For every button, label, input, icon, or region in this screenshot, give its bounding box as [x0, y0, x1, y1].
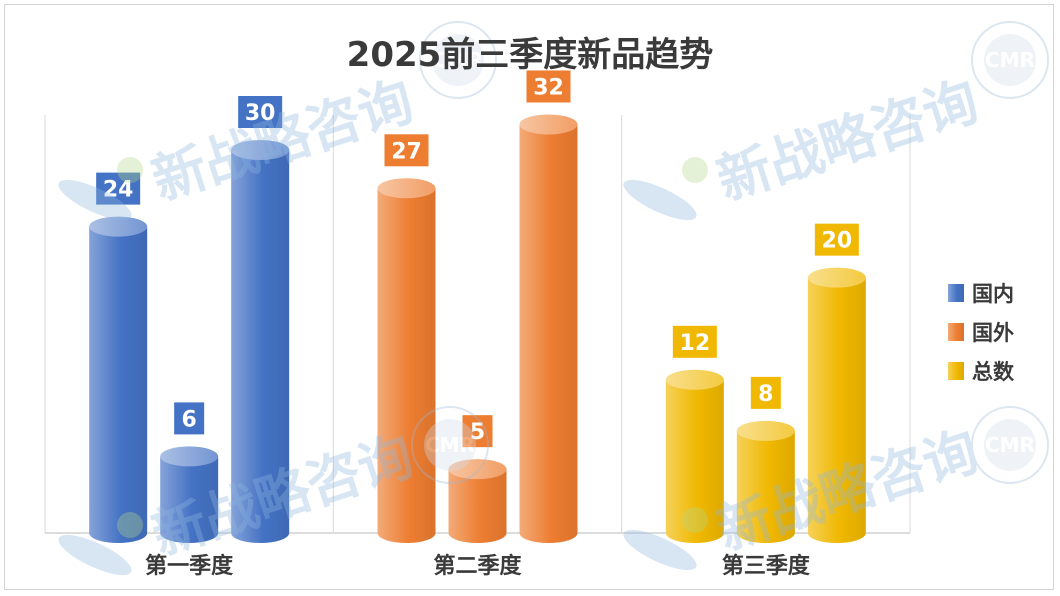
x-tick-label: 第三季度	[722, 553, 811, 579]
svg-text:30: 30	[245, 101, 276, 126]
data-labels-layer: 24 6 30 27 5 32 12 8 20	[96, 70, 859, 448]
bar-总数-1	[665, 369, 724, 543]
bar-国内-3	[231, 140, 290, 543]
legend-item: 国外	[948, 321, 1014, 345]
svg-text:CMR: CMR	[425, 433, 475, 457]
x-tick-label: 第一季度	[145, 553, 234, 579]
bars-layer	[89, 114, 866, 544]
bar-国外-2	[448, 459, 507, 543]
bar-国外-3	[519, 114, 578, 543]
data-label: 27	[384, 134, 429, 167]
legend-swatch	[948, 284, 964, 302]
svg-text:CMR: CMR	[985, 48, 1035, 72]
legend-label: 国内	[972, 282, 1014, 306]
bar-国外-1	[377, 178, 436, 544]
watermark-logo: CMR	[419, 21, 497, 99]
svg-text:32: 32	[533, 75, 564, 100]
watermark-logo: CMR	[971, 21, 1049, 99]
svg-text:27: 27	[391, 139, 422, 164]
data-label: 32	[526, 70, 571, 103]
watermark-logo: CMR	[971, 406, 1049, 484]
legend-label: 国外	[972, 321, 1014, 345]
legend-item: 总数	[948, 360, 1015, 384]
svg-text:CMR: CMR	[985, 433, 1035, 457]
chart-title: 2025前三季度新品趋势	[347, 35, 714, 75]
legend-label: 总数	[972, 360, 1015, 384]
svg-text:CMR: CMR	[433, 48, 483, 72]
data-label: 30	[238, 96, 283, 128]
x-tick-label: 第二季度	[433, 553, 522, 579]
bar-总数-3	[807, 267, 866, 543]
data-label: 5	[462, 415, 493, 448]
data-label: 20	[814, 223, 859, 256]
data-label: 12	[672, 325, 717, 358]
watermark-logo: CMR	[411, 406, 489, 484]
legend-swatch	[948, 323, 964, 341]
data-label: 6	[174, 402, 205, 435]
svg-text:12: 12	[680, 331, 711, 356]
data-label: 8	[750, 376, 781, 409]
data-label: 24	[96, 172, 141, 205]
watermark: 新战略咨询	[623, 69, 986, 221]
bar-总数-2	[736, 420, 795, 543]
legend-item: 国内	[948, 282, 1014, 306]
svg-text:新战略咨询: 新战略咨询	[710, 69, 986, 212]
svg-text:20: 20	[822, 229, 853, 254]
svg-text:8: 8	[758, 382, 773, 407]
bar-国内-2	[160, 446, 219, 543]
legend-swatch	[948, 362, 964, 380]
svg-text:24: 24	[103, 178, 134, 203]
svg-text:5: 5	[470, 420, 485, 445]
svg-text:6: 6	[182, 407, 197, 432]
bar-国内-1	[89, 216, 148, 543]
